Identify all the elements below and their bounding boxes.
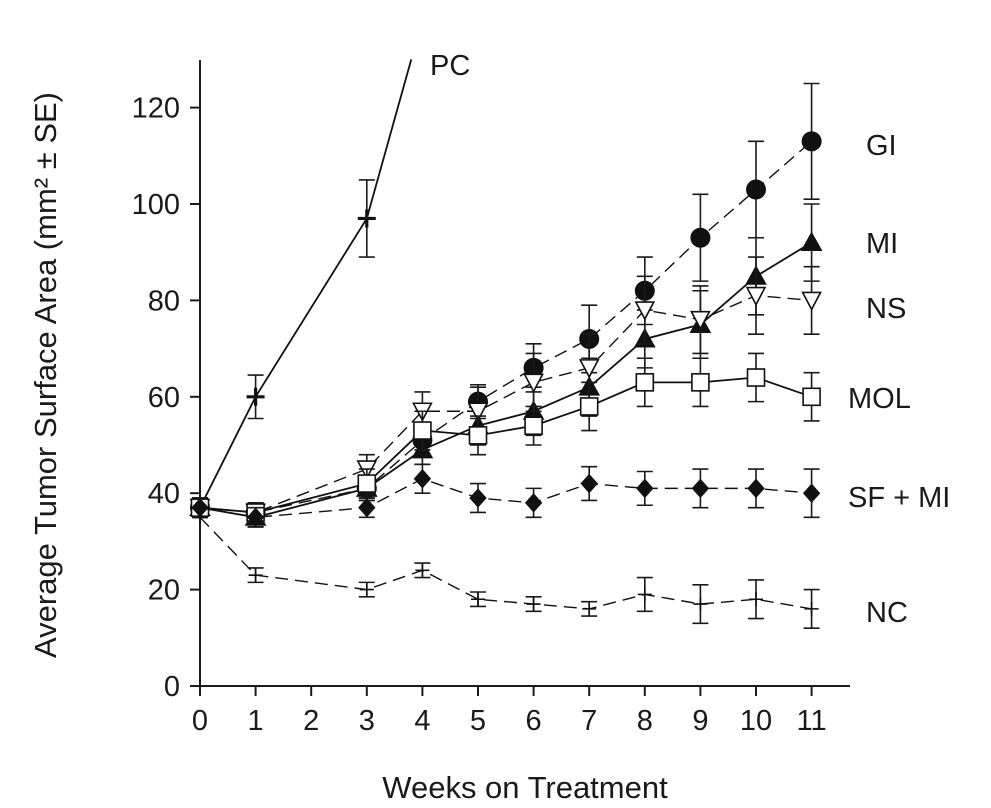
series-line-gi <box>199 140 813 514</box>
series-ns: NS <box>189 256 906 524</box>
data-point-nc <box>193 510 207 525</box>
x-tick-label: 2 <box>303 705 319 737</box>
data-point-mol <box>357 474 377 493</box>
series-sf-mi: SF + MI <box>191 463 950 528</box>
x-tick-label: 11 <box>797 705 827 737</box>
data-point-nc <box>359 582 374 597</box>
data-point-nc <box>526 597 541 612</box>
data-point-sf-mi <box>246 507 265 528</box>
y-tick-label: 60 <box>148 382 180 414</box>
data-point-mol <box>413 421 432 440</box>
x-tick-label: 9 <box>692 705 708 737</box>
data-point-nc <box>749 592 763 607</box>
data-point-ns <box>523 373 544 394</box>
data-point-ns <box>690 310 711 331</box>
x-tick-label: 4 <box>414 705 430 737</box>
series-label-ns: NS <box>866 293 906 325</box>
x-tick-label: 7 <box>581 705 597 737</box>
x-tick-label: 6 <box>526 705 542 737</box>
y-tick-label: 20 <box>148 575 180 607</box>
data-point-sf-mi <box>691 478 710 499</box>
data-point-gi <box>746 179 766 200</box>
data-point-ns <box>634 301 656 321</box>
data-point-nc <box>693 597 708 612</box>
series-line-sf-mi <box>199 477 812 519</box>
data-point-mol <box>468 426 488 445</box>
data-point-sf-mi <box>802 483 821 503</box>
x-tick-label: 3 <box>359 705 375 737</box>
series-line-mol <box>199 376 812 514</box>
data-point-mol <box>635 373 655 392</box>
data-point-nc <box>471 592 485 607</box>
axes <box>199 60 850 687</box>
data-point-sf-mi <box>747 478 765 499</box>
data-point-gi <box>801 131 822 152</box>
data-point-nc <box>248 568 263 583</box>
x-tick-label: 1 <box>248 705 264 737</box>
data-point-ns <box>467 402 489 422</box>
data-point-pc <box>246 387 265 406</box>
x-axis-title: Weeks on Treatment <box>382 770 668 805</box>
data-point-mol <box>691 373 710 392</box>
data-point-sf-mi <box>580 473 598 494</box>
data-point-sf-mi <box>636 478 654 499</box>
data-point-sf-mi <box>469 488 487 508</box>
data-point-mol <box>579 397 599 416</box>
series-nc: NC <box>193 510 908 629</box>
y-tick-label: 80 <box>148 285 180 317</box>
y-tick-label: 0 <box>164 671 180 703</box>
series-line-nc <box>199 516 812 610</box>
data-point-sf-mi <box>358 497 376 518</box>
data-point-mol <box>746 368 766 387</box>
data-point-nc <box>637 587 652 602</box>
data-point-nc <box>582 601 597 616</box>
data-point-nc <box>415 563 430 578</box>
data-point-sf-mi <box>413 468 432 489</box>
data-point-mol <box>524 416 543 436</box>
series-label-pc: PC <box>430 50 470 82</box>
y-tick-label: 100 <box>132 189 180 221</box>
data-point-sf-mi <box>524 493 543 513</box>
series-label-mi: MI <box>866 228 898 260</box>
ticks: 0 1 2 3 4 5 6 7 8 9 10 11 0 20 40 60 80 100 120 <box>132 93 827 737</box>
x-tick-label: 8 <box>637 705 653 737</box>
series-pc: PC <box>191 50 470 517</box>
x-tick-label: 5 <box>470 705 486 737</box>
data-point-mol <box>802 387 821 407</box>
y-axis-title: Average Tumor Surface Area (mm² ± SE) <box>28 92 63 658</box>
series-mi: MI <box>189 203 898 528</box>
data-point-ns <box>801 291 822 312</box>
data-point-pc <box>357 209 376 228</box>
data-point-ns <box>745 286 767 307</box>
y-tick-label: 120 <box>132 93 180 125</box>
data-point-gi <box>690 227 711 248</box>
series-label-nc: NC <box>866 597 908 629</box>
series-gi: GI <box>190 82 897 523</box>
series-label-sf-mi: SF + MI <box>848 482 950 514</box>
series-label-mol: MOL <box>848 383 911 415</box>
series-line-ns <box>199 294 812 514</box>
x-tick-label: 10 <box>740 705 772 737</box>
data-point-nc <box>804 601 819 616</box>
series-line-pc <box>199 59 413 509</box>
x-tick-label: 0 <box>192 705 208 737</box>
series-label-gi: GI <box>866 130 897 162</box>
data-point-ns <box>578 359 600 379</box>
data-point-mi <box>800 231 823 252</box>
plot-area: PC GI MI NS MOL SF + MI NC <box>189 50 950 629</box>
y-tick-label: 40 <box>148 478 180 510</box>
